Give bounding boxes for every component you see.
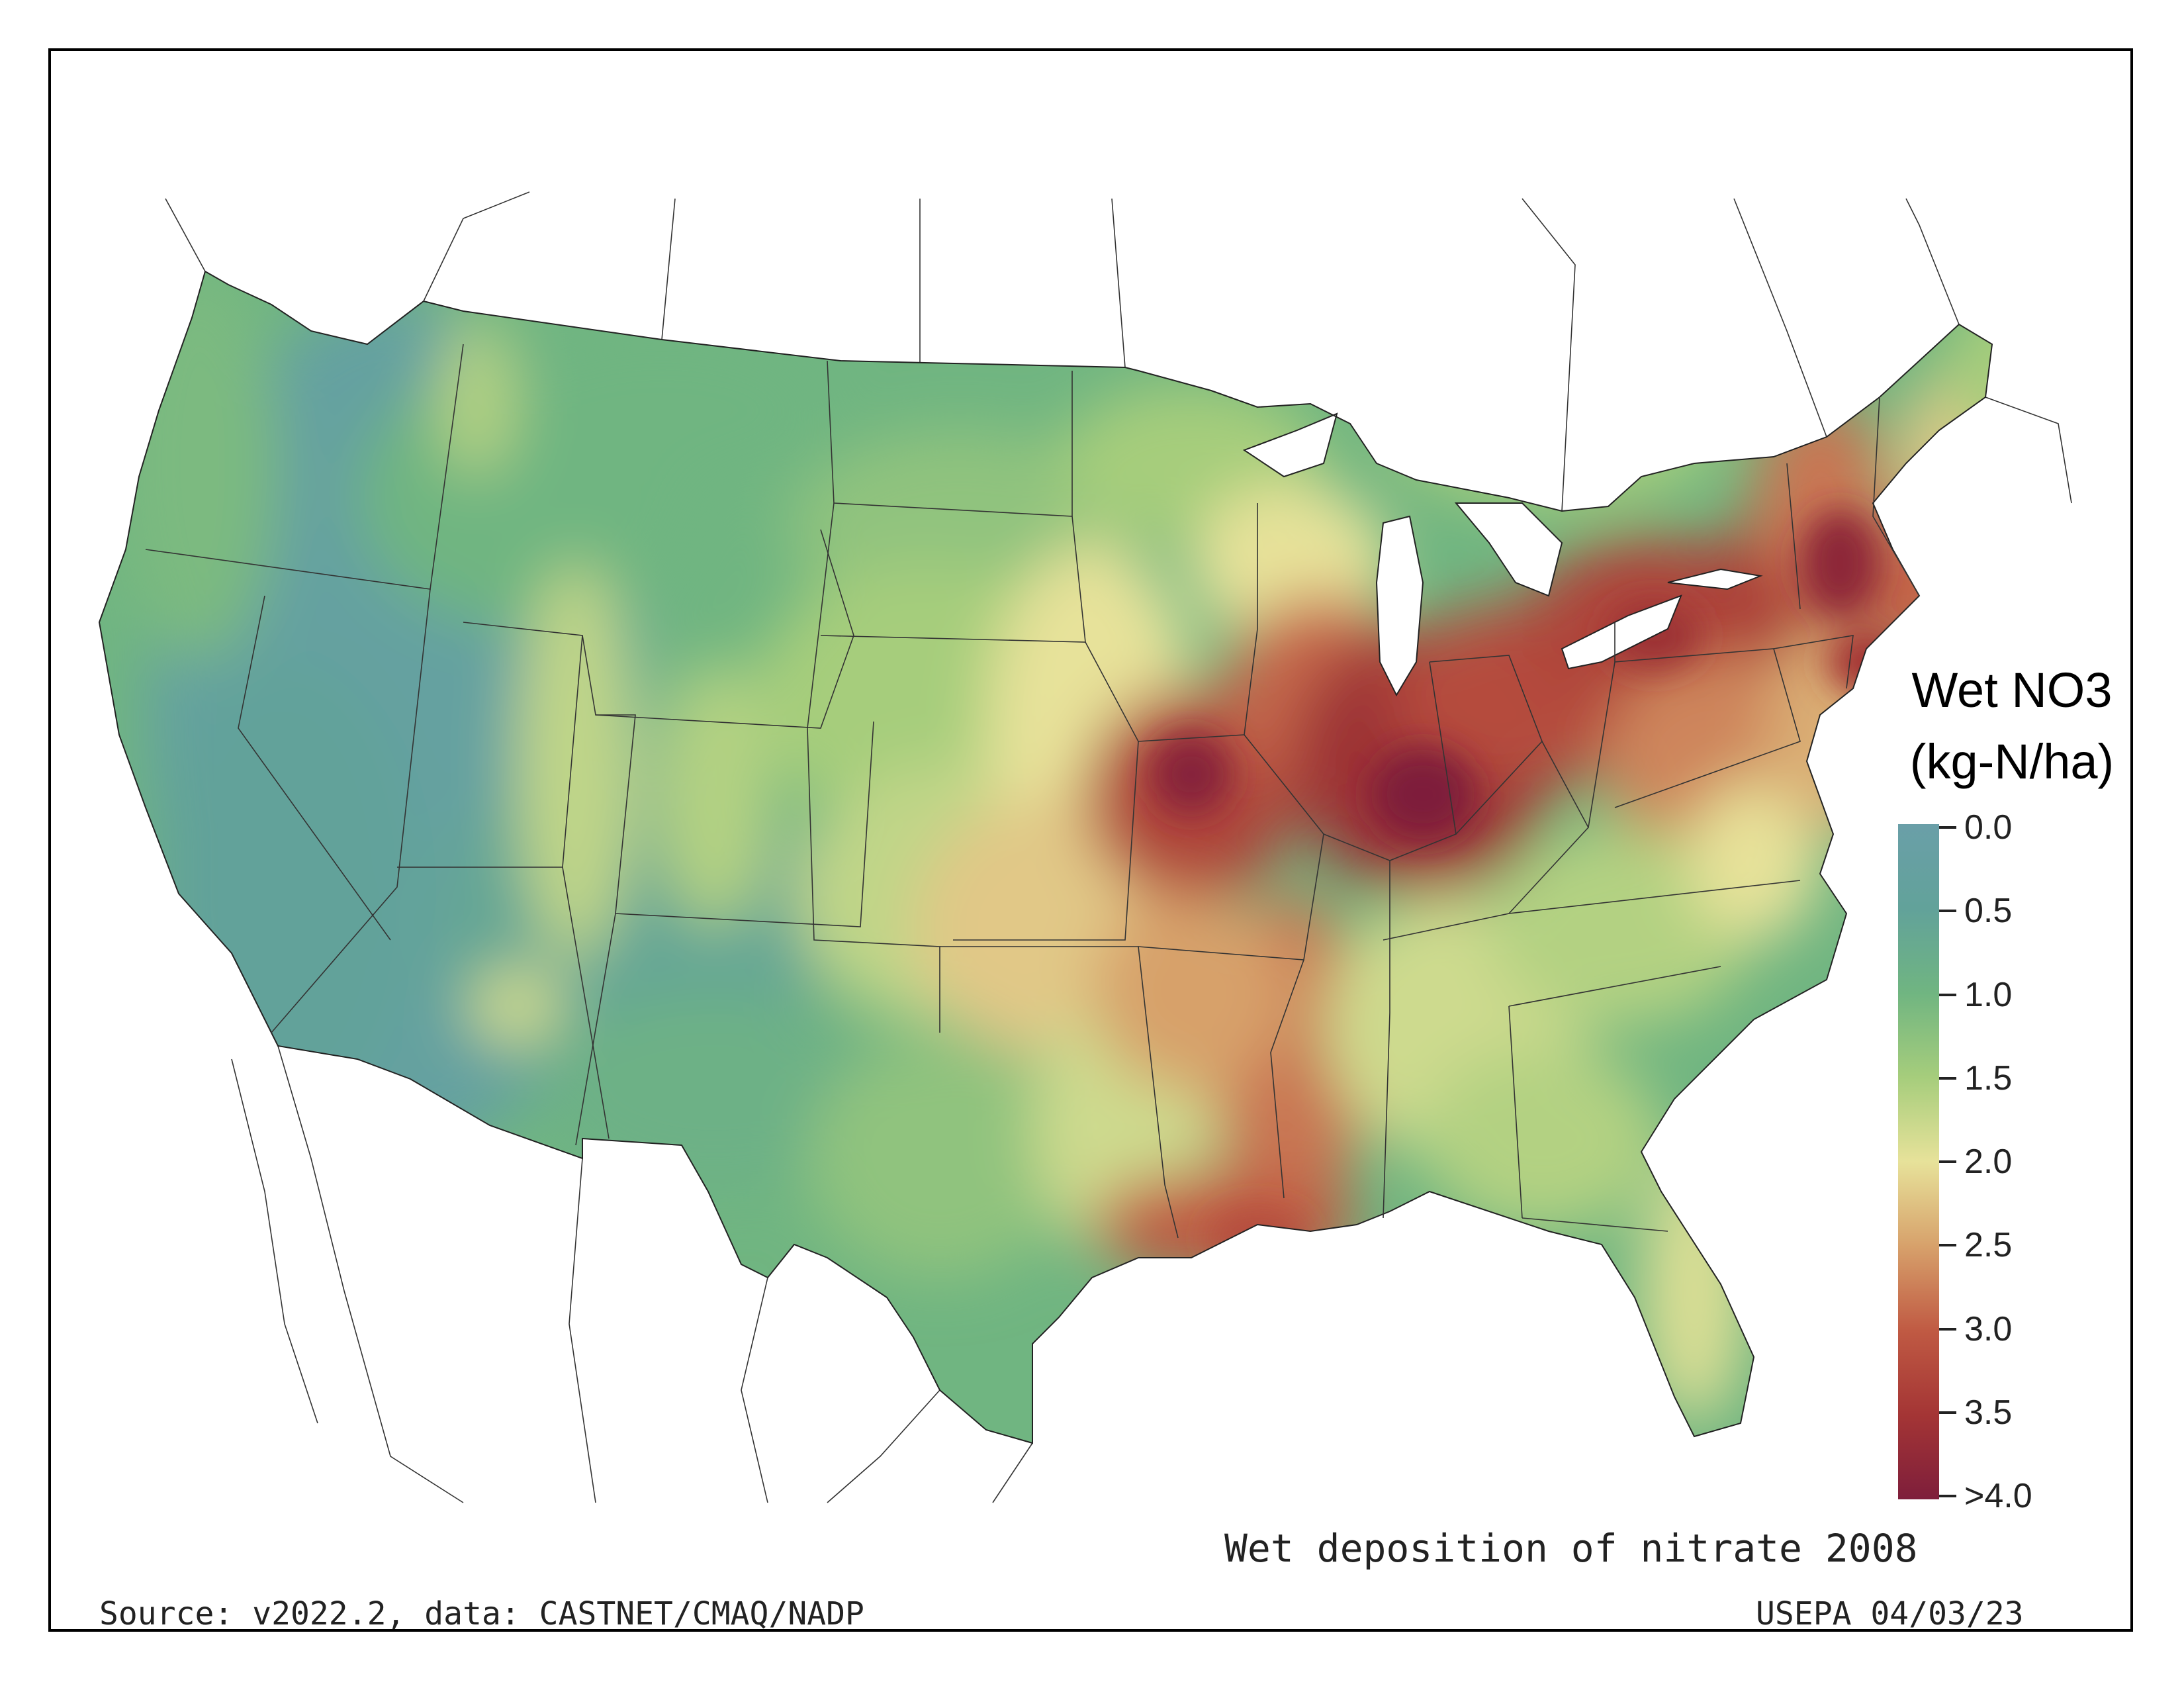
deposition-blob-39 xyxy=(1641,1158,1747,1423)
neighbor-border-8 xyxy=(1985,397,2072,504)
deposition-blob-36 xyxy=(1489,827,1754,1026)
neighbor-border-2 xyxy=(661,198,676,340)
deposition-hotspot-1 xyxy=(1370,748,1476,841)
conus-outline xyxy=(98,270,1993,1444)
state-border-9 xyxy=(820,502,1086,643)
colorbar-tick-label: >4.0 xyxy=(1964,1477,2032,1515)
colorbar-tick-mark xyxy=(1939,1411,1956,1414)
state-border-23 xyxy=(1786,463,1801,610)
colorbar-tick-mark xyxy=(1939,826,1956,829)
deposition-blob-33 xyxy=(1092,894,1291,1092)
state-border-24 xyxy=(1872,397,1920,596)
deposition-hotspot-2 xyxy=(1800,510,1880,616)
deposition-hotspot-0 xyxy=(1152,735,1231,814)
colorbar-tick-label: 3.5 xyxy=(1964,1393,2013,1432)
neighbor-border-7 xyxy=(1905,198,1960,325)
state-border-21 xyxy=(1614,648,1801,808)
great-lakes xyxy=(1242,412,1763,697)
neighbor-border-6 xyxy=(1733,198,1827,438)
neighbor-border-14 xyxy=(231,1058,318,1424)
state-border-25 xyxy=(1508,880,1801,914)
colorbar-tick-label: 2.5 xyxy=(1964,1226,2013,1265)
deposition-field xyxy=(119,271,1992,1423)
colorbar-tick-mark xyxy=(1939,993,1956,996)
state-border-7 xyxy=(575,913,616,1146)
state-border-12 xyxy=(940,946,1179,1239)
state-border-8 xyxy=(807,360,940,1033)
deposition-blob-37 xyxy=(1688,781,1820,940)
colorbar-tick-label: 3.0 xyxy=(1964,1309,2013,1348)
colorbar-tick-label: 1.5 xyxy=(1964,1058,2013,1098)
colorbar-tick-label: 0.5 xyxy=(1964,892,2013,931)
state-borders xyxy=(145,344,1920,1239)
deposition-blob-9 xyxy=(470,966,563,1046)
deposition-blob-7 xyxy=(516,563,635,960)
colorbar-tick-mark xyxy=(1939,1076,1956,1080)
state-border-26 xyxy=(1508,966,1721,1007)
deposition-blob-29 xyxy=(1946,278,1992,463)
colorbar-tick-mark xyxy=(1939,1327,1956,1331)
state-border-17 xyxy=(1383,861,1390,1219)
source-note: Source: v2022.2, data: CASTNET/CMAQ/NADP xyxy=(99,1595,864,1632)
state-border-28 xyxy=(1522,1217,1668,1232)
neighbor-border-11 xyxy=(741,1277,768,1503)
state-border-22 xyxy=(1773,635,1854,689)
legend-title-line2: (kg-N/ha) xyxy=(1909,734,2115,789)
state-border-3 xyxy=(463,529,854,729)
colorbar-tick-mark xyxy=(1939,910,1956,913)
deposition-blob-10 xyxy=(437,318,516,477)
colorbar-tick-mark xyxy=(1939,1160,1956,1163)
deposition-blob-30 xyxy=(1873,503,1992,662)
deposition-blob-14 xyxy=(807,1039,1072,1278)
deposition-blob-8 xyxy=(655,662,774,927)
colorbar-tick-mark xyxy=(1939,1244,1956,1247)
lake-0 xyxy=(1242,412,1338,478)
deposition-blob-5 xyxy=(496,331,827,490)
state-border-1 xyxy=(271,588,431,1033)
state-border-13 xyxy=(1138,503,1258,742)
deposition-hotspot-5 xyxy=(1211,1211,1304,1264)
neighbor-border-0 xyxy=(165,198,206,272)
neighbor-border-9 xyxy=(277,1045,464,1503)
state-border-18 xyxy=(1429,655,1543,835)
lake-3 xyxy=(1561,594,1682,670)
colorbar-tick-label: 0.0 xyxy=(1964,808,2013,847)
neighbor-border-10 xyxy=(569,1158,596,1503)
state-border-15 xyxy=(1270,959,1304,1199)
neighbor-border-1 xyxy=(423,191,530,302)
deposition-blob-1 xyxy=(152,662,417,1125)
state-border-6 xyxy=(562,867,610,1139)
colorbar-tick-mark xyxy=(1939,1495,1956,1497)
colorbar xyxy=(1898,824,1939,1499)
neighbor-border-4 xyxy=(1111,198,1126,368)
colorbar-tick-label: 1.0 xyxy=(1964,975,2013,1014)
legend-title-line1: Wet NO3 xyxy=(1911,663,2113,718)
credit-note: USEPA 04/03/23 xyxy=(1756,1595,2024,1632)
lake-2 xyxy=(1454,502,1563,597)
state-border-19 xyxy=(1383,741,1589,941)
deposition-blob-38 xyxy=(1423,1046,1661,1231)
state-border-2 xyxy=(238,595,391,941)
deposition-blob-20 xyxy=(1390,351,1721,510)
lake-4 xyxy=(1667,568,1763,590)
state-border-16 xyxy=(1323,661,1457,861)
neighbor-border-5 xyxy=(1522,198,1576,512)
neighbor-country-borders xyxy=(165,191,2072,1503)
state-border-27 xyxy=(1508,1006,1523,1219)
colorbar-tick-label: 2.0 xyxy=(1964,1143,2013,1181)
state-border-11 xyxy=(953,641,1139,941)
map-title: Wet deposition of nitrate 2008 xyxy=(1224,1526,1918,1571)
lake-1 xyxy=(1375,515,1424,697)
neighbor-border-13 xyxy=(992,1442,1033,1503)
state-border-14 xyxy=(1138,734,1324,961)
neighbor-border-12 xyxy=(827,1389,940,1503)
